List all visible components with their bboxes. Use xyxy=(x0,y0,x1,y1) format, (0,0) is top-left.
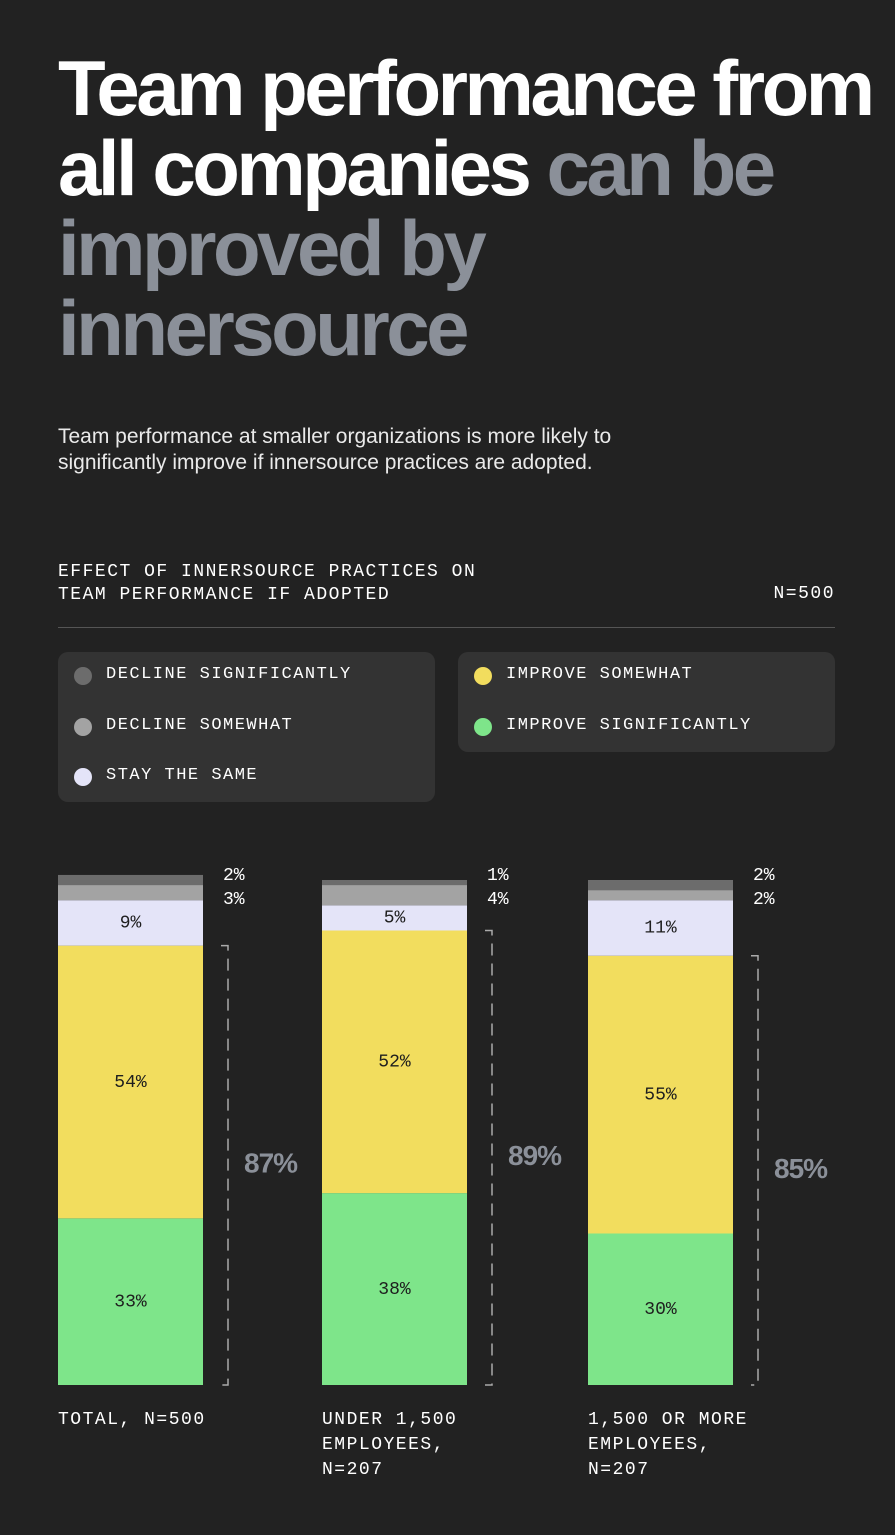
legend-box xyxy=(458,652,835,752)
total-label: 85% xyxy=(774,1153,828,1184)
total-bracket xyxy=(221,944,229,1386)
legend-label: DECLINE SIGNIFICANTLY xyxy=(106,665,352,684)
value-label: 30% xyxy=(644,1300,677,1320)
legend-marker xyxy=(74,667,92,685)
value-label: 2% xyxy=(223,866,245,886)
bar-segment xyxy=(588,880,733,891)
bar-segment xyxy=(588,900,733,956)
value-label: 54% xyxy=(114,1073,147,1093)
bar-segment xyxy=(58,1218,203,1385)
total-bracket xyxy=(485,929,493,1386)
value-label: 9% xyxy=(120,914,142,934)
total-bracket xyxy=(751,955,759,1386)
title-emphasis: can be improved by innersource xyxy=(58,124,776,372)
divider xyxy=(58,627,835,628)
category-label: TOTAL, N=500 xyxy=(58,1410,206,1430)
bar-segment xyxy=(58,874,203,886)
subtitle: Team performance at smaller organization… xyxy=(58,425,612,474)
bar-segment xyxy=(588,1233,733,1385)
legend-marker xyxy=(474,718,492,736)
bar-segment xyxy=(322,930,467,1194)
value-label: 2% xyxy=(753,866,775,886)
category-label: UNDER 1,500 EMPLOYEES, N=207 xyxy=(322,1410,458,1480)
title: Team performance from all companies xyxy=(58,44,875,212)
value-label: 2% xyxy=(753,890,775,910)
value-label: 3% xyxy=(223,890,245,910)
legend-label: IMPROVE SIGNIFICANTLY xyxy=(506,716,752,735)
bar-segment xyxy=(322,1193,467,1385)
value-label: 1% xyxy=(487,866,509,886)
legend-label: DECLINE SOMEWHAT xyxy=(106,716,294,735)
total-label: 89% xyxy=(508,1140,562,1171)
chart: 2% 3% 9% 54% 33% 87% 1% 4% 5% 52% 38% 89% 2% 2% 11% 55%… xyxy=(58,866,829,1386)
headline: Team performance from all companies can … xyxy=(58,48,878,368)
bar-segment xyxy=(322,880,467,886)
legend-marker xyxy=(474,667,492,685)
chart-title: EFFECT OF INNERSOURCE PRACTICES ON TEAM … xyxy=(58,562,477,605)
bar-segment xyxy=(58,945,203,1219)
category-label: 1,500 OR MORE EMPLOYEES, N=207 xyxy=(588,1410,748,1480)
total-label: 87% xyxy=(244,1148,298,1179)
value-label: 5% xyxy=(384,909,406,929)
value-label: 52% xyxy=(378,1053,411,1073)
bar-segment xyxy=(322,885,467,906)
value-label: 4% xyxy=(487,890,509,910)
value-label: 11% xyxy=(644,919,677,939)
bar-segment xyxy=(588,890,733,901)
legend-label: IMPROVE SOMEWHAT xyxy=(506,665,694,684)
legend-marker xyxy=(74,718,92,736)
bar-segment xyxy=(322,905,467,931)
legend-label: STAY THE SAME xyxy=(106,766,259,785)
legend-marker xyxy=(74,768,92,786)
value-label: 55% xyxy=(644,1085,677,1105)
value-label: 33% xyxy=(114,1292,147,1312)
sample-size: N=500 xyxy=(773,584,835,604)
bar-segment xyxy=(58,900,203,946)
value-label: 38% xyxy=(378,1280,411,1300)
legend-box xyxy=(58,652,435,802)
bar-segment xyxy=(58,885,203,901)
bar-segment xyxy=(588,955,733,1234)
